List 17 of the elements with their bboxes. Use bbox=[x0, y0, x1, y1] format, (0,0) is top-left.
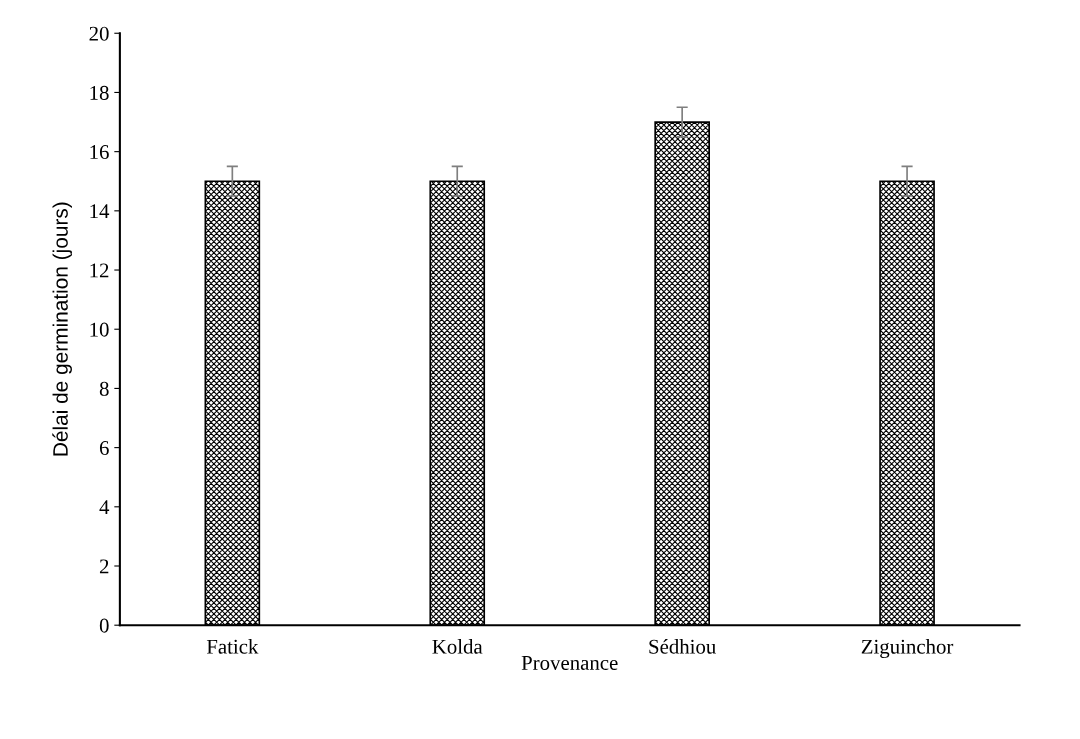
y-tick-label: 10 bbox=[90, 322, 109, 337]
x-tick-label: Kolda bbox=[432, 639, 483, 654]
y-axis-title: Délai de germination (jours) bbox=[52, 202, 72, 456]
y-tick-label: 6 bbox=[99, 441, 109, 456]
y-tick-label: 4 bbox=[99, 500, 110, 515]
y-tick-label: 0 bbox=[99, 618, 109, 633]
x-tick-label: Fatick bbox=[206, 639, 259, 654]
y-tick-label: 18 bbox=[90, 85, 109, 100]
y-tick-label: 8 bbox=[99, 381, 109, 396]
x-tick-label: Ziguinchor bbox=[861, 639, 954, 659]
x-axis-title: Provenance bbox=[521, 656, 618, 670]
y-tick-label: 16 bbox=[90, 145, 109, 160]
y-tick-label: 12 bbox=[90, 263, 109, 278]
x-tick-label: Sédhiou bbox=[649, 639, 716, 654]
y-tick-label: 14 bbox=[90, 204, 110, 219]
y-tick-label: 20 bbox=[89, 26, 109, 41]
y-tick-label: 2 bbox=[99, 559, 109, 574]
